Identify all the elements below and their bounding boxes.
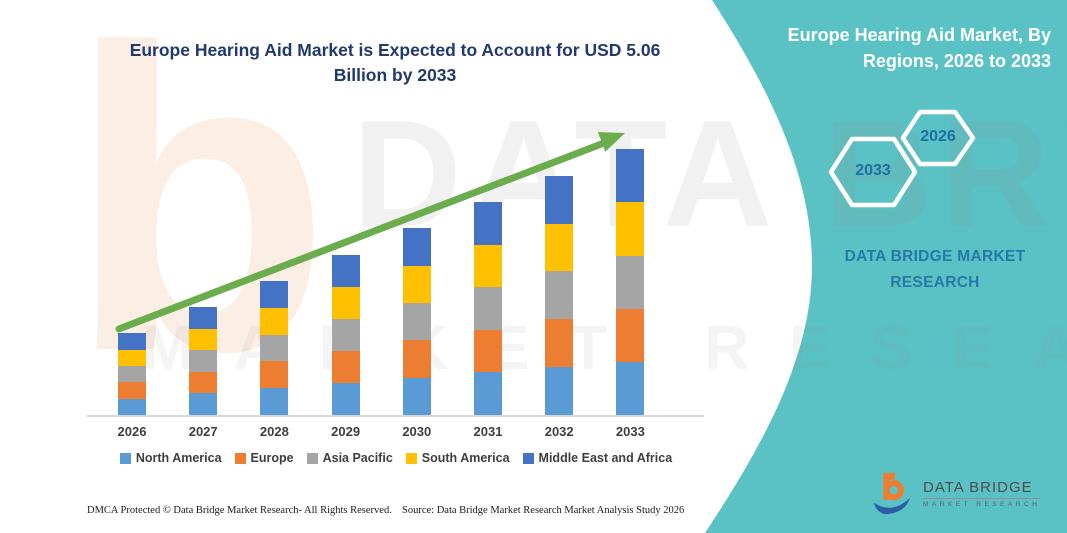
bar-segment-2027-europe xyxy=(189,371,218,394)
side-panel-title-line1: Europe Hearing Aid Market, By xyxy=(787,25,1051,45)
logo-swoosh xyxy=(873,497,911,515)
bar-segment-2030-asia-pacific xyxy=(402,302,431,341)
brand-text-line1: DATA BRIDGE MARKET xyxy=(844,248,1026,265)
bar-segment-2026-middle-east-and-africa xyxy=(118,333,146,350)
legend-swatch xyxy=(405,452,417,464)
bar-segment-2028-south-america xyxy=(260,307,289,335)
bar-segment-2029-south-america xyxy=(331,286,360,319)
bar-segment-2028-north-america xyxy=(260,388,289,415)
bar-segment-2029-asia-pacific xyxy=(331,318,360,351)
legend-swatch xyxy=(234,452,246,464)
bar-segment-2032-europe xyxy=(545,319,574,368)
bar-segment-2027-middle-east-and-africa xyxy=(189,307,218,329)
x-axis-label-2028: 2028 xyxy=(259,424,289,439)
bar-segment-2029-north-america xyxy=(331,382,360,415)
legend-swatch xyxy=(522,452,534,464)
footer-source-text: Source: Data Bridge Market Research Mark… xyxy=(402,505,685,516)
bar-segment-2032-middle-east-and-africa xyxy=(545,175,574,224)
x-axis-label-2030: 2030 xyxy=(402,424,432,439)
bar-segment-2028-middle-east-and-africa xyxy=(260,280,289,308)
data-bridge-logo-icon xyxy=(873,472,911,515)
bar-segment-2026-north-america xyxy=(118,398,146,415)
bar-segment-2026-europe xyxy=(118,382,146,399)
bar-segment-2031-asia-pacific xyxy=(474,287,502,330)
side-panel-title: Europe Hearing Aid Market, By Regions, 2… xyxy=(721,22,1051,74)
bar-segment-2031-south-america xyxy=(474,244,502,288)
bar-segment-2032-asia-pacific xyxy=(545,271,574,320)
bar-segment-2026-asia-pacific xyxy=(118,366,146,383)
logo-title: DATA BRIDGE xyxy=(923,478,1033,496)
legend-item-middle-east-and-africa: Middle East and Africa xyxy=(522,451,673,465)
logo-b-bowl xyxy=(883,480,904,501)
legend-label: Europe xyxy=(250,451,294,465)
bar-segment-2033-north-america xyxy=(616,361,645,415)
bar-segment-2033-europe xyxy=(616,308,645,362)
legend-label: North America xyxy=(135,451,222,465)
bar-segment-2033-asia-pacific xyxy=(616,255,645,309)
bar-segment-2026-south-america xyxy=(118,349,146,367)
legend-item-europe: Europe xyxy=(234,451,294,465)
bar-segment-2029-europe xyxy=(331,350,360,383)
page-title-line2: Billion by 2033 xyxy=(333,65,457,86)
legend-swatch xyxy=(306,452,318,464)
x-axis-label-2031: 2031 xyxy=(473,424,503,439)
page-title-line1: Europe Hearing Aid Market is Expected to… xyxy=(129,40,661,60)
bar-segment-2032-north-america xyxy=(545,367,574,415)
legend-item-south-america: South America xyxy=(405,451,510,465)
bar-segment-2030-north-america xyxy=(402,377,431,415)
hexagon-2026-label: 2026 xyxy=(920,128,956,145)
legend-swatch xyxy=(119,452,131,464)
brand-text-line2: RESEARCH xyxy=(890,273,980,291)
bar-segment-2032-south-america xyxy=(545,223,574,272)
bar-segment-2031-north-america xyxy=(474,372,502,415)
bar-segment-2031-europe xyxy=(474,329,502,373)
data-bridge-logo: DATA BRIDGE MARKET RESEARCH xyxy=(869,469,1041,517)
legend-item-asia-pacific: Asia Pacific xyxy=(306,451,393,465)
hexagon-2026-outline xyxy=(900,109,976,167)
legend: North America Europe Asia Pacific South Ame… xyxy=(87,451,705,465)
logo-divider xyxy=(923,497,1041,499)
hexagon-2033-label: 2033 xyxy=(855,162,891,179)
bar-segment-2033-south-america xyxy=(616,202,645,256)
legend-label: Asia Pacific xyxy=(322,451,393,465)
bar-segment-2031-middle-east-and-africa xyxy=(474,201,502,245)
teal-curve-shape xyxy=(705,0,1067,533)
bar-segment-2033-middle-east-and-africa xyxy=(616,148,645,203)
logo-subtitle: MARKET RESEARCH xyxy=(923,500,1041,508)
hexagon-2033-outline xyxy=(828,136,918,208)
bar-segment-2028-europe xyxy=(260,361,289,389)
legend-label: South America xyxy=(421,451,510,465)
x-axis-line xyxy=(87,415,704,417)
footer-dmca-text: DMCA Protected © Data Bridge Market Rese… xyxy=(87,505,392,516)
bar-segment-2030-europe xyxy=(402,340,431,378)
x-axis-label-2026: 2026 xyxy=(117,424,147,439)
x-axis-label-2032: 2032 xyxy=(544,424,574,439)
x-axis-label-2027: 2027 xyxy=(188,424,218,439)
x-axis-label-2029: 2029 xyxy=(331,424,361,439)
bar-segment-2028-asia-pacific xyxy=(260,334,289,362)
side-panel-title-line2: Regions, 2026 to 2033 xyxy=(862,51,1051,72)
year-hexagons xyxy=(828,109,976,208)
bar-segment-2027-south-america xyxy=(189,328,218,351)
page-title: Europe Hearing Aid Market is Expected to… xyxy=(105,38,685,89)
bar-segment-2030-south-america xyxy=(402,265,431,303)
x-axis-label-2033: 2033 xyxy=(615,424,645,439)
bar-segment-2030-middle-east-and-africa xyxy=(402,228,431,266)
brand-text: DATA BRIDGE MARKET RESEARCH xyxy=(822,244,1048,295)
bar-segment-2027-north-america xyxy=(189,393,218,415)
bar-segment-2027-asia-pacific xyxy=(189,350,218,372)
bar-segment-2029-middle-east-and-africa xyxy=(331,254,360,287)
legend-label: Middle East and Africa xyxy=(538,451,673,465)
legend-item-north-america: North America xyxy=(119,451,222,465)
